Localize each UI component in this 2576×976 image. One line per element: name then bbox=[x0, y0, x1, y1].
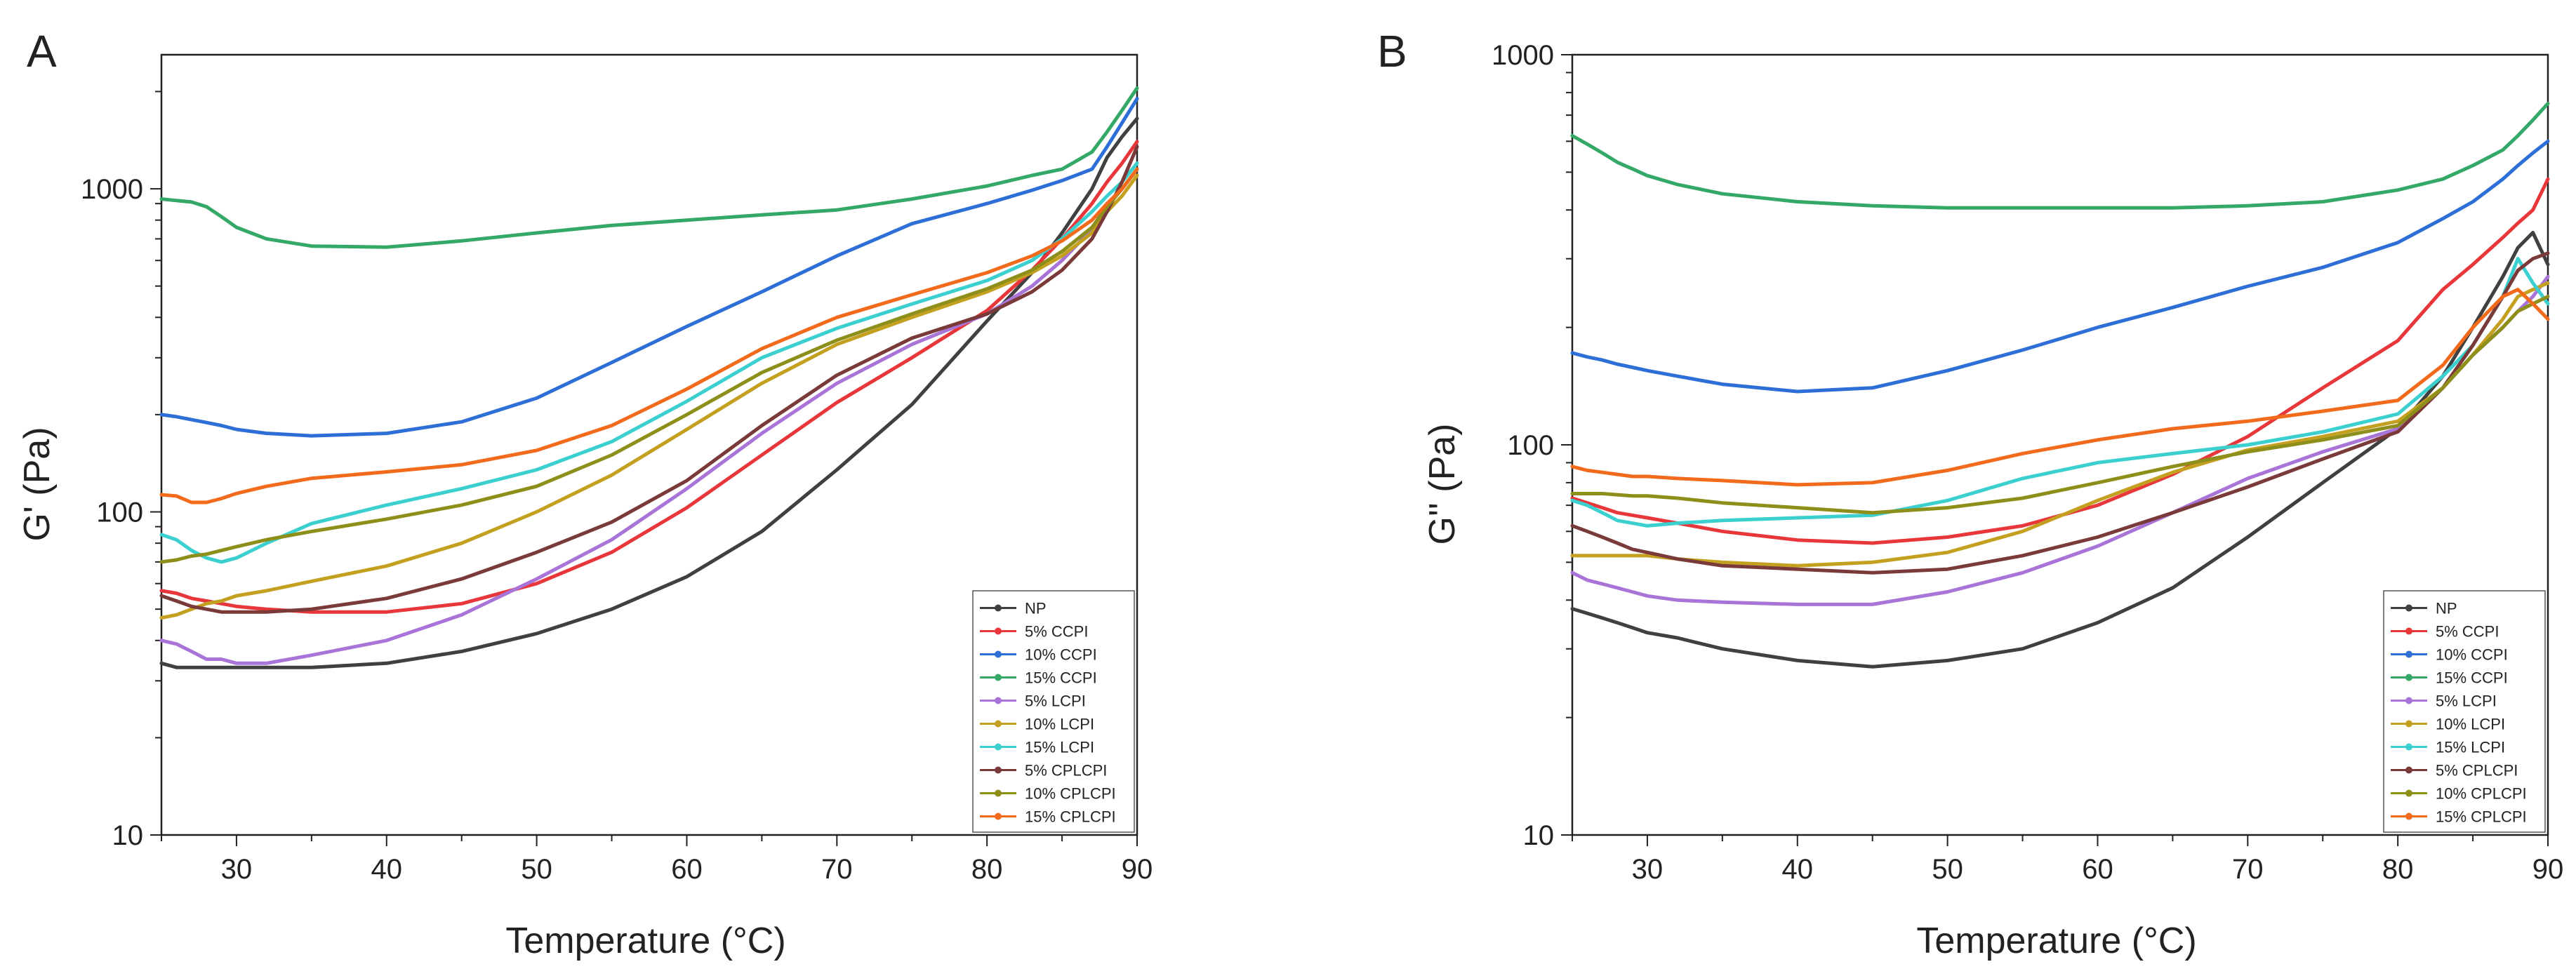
panel-b-letter: B bbox=[1377, 26, 1407, 76]
panel-a-series-line-np bbox=[159, 116, 1139, 669]
panel-b-chart: B Temperature (°C) G'' (Pa) 30 40 50 60 70 80… bbox=[1377, 26, 2563, 961]
panel-a-series-line-10-lcpi bbox=[159, 173, 1139, 620]
panel-a-y-tick-label: 100 bbox=[96, 497, 143, 528]
panel-a-y-tick-label: 1000 bbox=[81, 174, 143, 205]
panel-a-series-line-15-lcpi bbox=[159, 161, 1139, 564]
panel-b-legend-label: 15% LCPI bbox=[2436, 739, 2505, 756]
panel-a-legend-marker bbox=[995, 604, 1002, 612]
panel-a-legend: NP 5% CCPI 10% CCPI 15% CCPI 5% LCPI 10% LCPI… bbox=[972, 590, 1135, 833]
panel-a-legend-label: 5% LCPI bbox=[1025, 693, 1086, 710]
panel-a-plot-frame bbox=[160, 53, 1138, 836]
panel-a-series-line-10-ccpi bbox=[159, 97, 1139, 438]
panel-b-legend-marker bbox=[2405, 813, 2412, 820]
panel-b-y-axis-title: G'' (Pa) bbox=[1422, 424, 1463, 545]
panel-a-legend-marker bbox=[995, 743, 1002, 751]
panel-a-series-line-5-cplcpi bbox=[159, 145, 1139, 614]
panel-a-legend-label: 15% CPLCPI bbox=[1025, 808, 1116, 826]
panel-a-letter: A bbox=[27, 26, 57, 76]
panel-b-legend-label: 10% CCPI bbox=[2436, 646, 2508, 664]
panel-a-x-axis-title: Temperature (°C) bbox=[505, 921, 785, 961]
panel-b-x-tick-label: 60 bbox=[2082, 854, 2113, 885]
panel-b-series-line-15-cplcpi bbox=[1570, 288, 2550, 487]
panel-b-x-tick-label: 30 bbox=[1632, 854, 1664, 885]
panel-b-series-line-15-ccpi bbox=[1570, 102, 2550, 210]
panel-b-x-tick-label: 40 bbox=[1782, 854, 1814, 885]
panel-b-legend-label: NP bbox=[2436, 600, 2457, 617]
panel-a-series-line-15-cplcpi bbox=[159, 167, 1139, 504]
panel-b-legend: NP 5% CCPI 10% CCPI 15% CCPI 5% LCPI 10% LCPI… bbox=[2383, 590, 2546, 833]
panel-b-series-line-5-lcpi bbox=[1570, 274, 2550, 606]
panel-b-legend-marker bbox=[2405, 766, 2412, 774]
panel-b-x-tick-label: 50 bbox=[1932, 854, 1963, 885]
panel-b-legend-marker bbox=[2405, 697, 2412, 704]
panel-a-legend-label: 5% CPLCPI bbox=[1025, 762, 1107, 780]
panel-a-series-line-5-lcpi bbox=[159, 167, 1139, 665]
panel-a-legend-marker bbox=[995, 650, 1002, 658]
panel-b-y-tick-label: 100 bbox=[1507, 430, 1554, 461]
panel-b-legend-label: 5% LCPI bbox=[2436, 693, 2497, 710]
panel-b-legend-marker bbox=[2405, 743, 2412, 751]
panel-b-legend-marker bbox=[2405, 789, 2412, 797]
panel-b-series-line-10-lcpi bbox=[1570, 281, 2550, 568]
panel-a-x-tick-label: 80 bbox=[971, 854, 1003, 885]
panel-a-legend-label: 15% CCPI bbox=[1025, 669, 1097, 687]
panel-a-x-tick-label: 40 bbox=[371, 854, 403, 885]
panel-a-x-tick-label: 30 bbox=[221, 854, 253, 885]
panel-b-legend-marker bbox=[2405, 720, 2412, 728]
panel-b-x-tick-label: 90 bbox=[2532, 854, 2564, 885]
panel-b-series-line-5-ccpi bbox=[1570, 177, 2550, 545]
panel-b-legend-marker bbox=[2405, 650, 2412, 658]
panel-a-x-tick-label: 90 bbox=[1122, 854, 1153, 885]
panel-a-legend-marker bbox=[995, 674, 1002, 681]
panel-a-series-line-10-cplcpi bbox=[159, 167, 1139, 564]
panel-b-y-tick-label: 1000 bbox=[1492, 40, 1554, 71]
panel-a-legend-marker bbox=[995, 789, 1002, 797]
panel-a-legend-marker bbox=[995, 627, 1002, 635]
panel-b-x-axis-title: Temperature (°C) bbox=[1916, 921, 2196, 961]
panel-a-legend-marker bbox=[995, 813, 1002, 820]
panel-b-legend-label: 10% LCPI bbox=[2436, 716, 2505, 733]
panel-b-legend-label: 10% CPLCPI bbox=[2436, 785, 2527, 803]
panel-b-series-line-10-ccpi bbox=[1570, 139, 2550, 394]
panel-a-x-tick-label: 50 bbox=[521, 854, 552, 885]
panel-a-y-axis-title: G' (Pa) bbox=[17, 427, 58, 541]
panel-b-series-line-5-cplcpi bbox=[1570, 251, 2550, 575]
panel-b-x-tick-label: 80 bbox=[2382, 854, 2414, 885]
panel-b-legend-label: 15% CPLCPI bbox=[2436, 808, 2527, 826]
panel-b-x-tick-label: 70 bbox=[2232, 854, 2264, 885]
panel-b-legend-label: 5% CPLCPI bbox=[2436, 762, 2518, 780]
panel-a-legend-label: 10% CPLCPI bbox=[1025, 785, 1116, 803]
panel-a-chart: A Temperature (°C) G' (Pa) 30 40 50 60 70 80 9… bbox=[17, 26, 1153, 961]
panel-b-series-line-10-cplcpi bbox=[1570, 295, 2550, 515]
panel-b-legend-label: 15% CCPI bbox=[2436, 669, 2508, 687]
panel-a-legend-label: 5% CCPI bbox=[1025, 623, 1088, 641]
panel-a-series-line-15-ccpi bbox=[159, 86, 1139, 249]
panel-a-x-tick-label: 70 bbox=[821, 854, 853, 885]
panel-a-legend-label: NP bbox=[1025, 600, 1047, 617]
panel-a-legend-marker bbox=[995, 720, 1002, 728]
panel-a-legend-marker bbox=[995, 697, 1002, 704]
panel-b-series-line-np bbox=[1570, 231, 2550, 669]
panel-b-legend-label: 5% CCPI bbox=[2436, 623, 2499, 641]
panel-a-x-tick-label: 60 bbox=[671, 854, 703, 885]
panel-b-legend-marker bbox=[2405, 604, 2412, 612]
panel-a-legend-marker bbox=[995, 766, 1002, 774]
panel-a-legend-label: 10% LCPI bbox=[1025, 716, 1094, 733]
panel-a-series-line-5-ccpi bbox=[159, 140, 1139, 614]
panel-a-legend-label: 10% CCPI bbox=[1025, 646, 1097, 664]
panel-b-legend-marker bbox=[2405, 627, 2412, 635]
panel-a-legend-label: 15% LCPI bbox=[1025, 739, 1094, 756]
panel-b-legend-marker bbox=[2405, 674, 2412, 681]
panel-a-y-tick-label: 10 bbox=[112, 820, 144, 851]
panel-b-series-line-15-lcpi bbox=[1570, 257, 2550, 528]
panel-b-y-tick-label: 10 bbox=[1523, 820, 1555, 851]
